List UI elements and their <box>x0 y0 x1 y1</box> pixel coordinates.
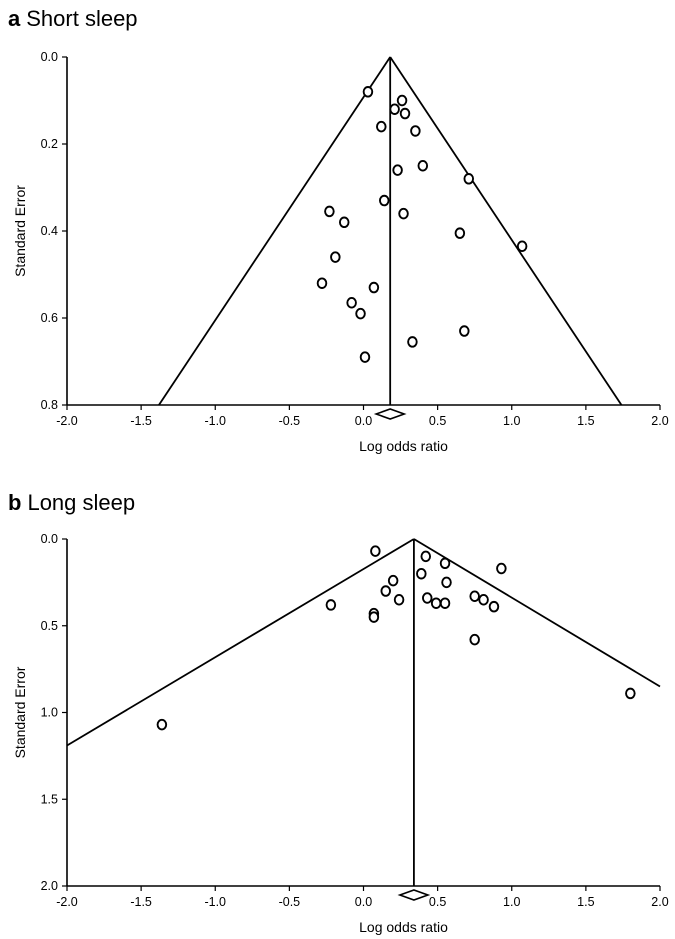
study-point <box>396 94 408 107</box>
study-point <box>496 562 507 575</box>
y-tick-label: 0.6 <box>41 311 58 325</box>
study-point <box>368 611 380 623</box>
x-tick-label: 1.5 <box>577 895 594 909</box>
y-axis-title: Standard Error <box>12 185 28 277</box>
study-point <box>156 718 168 731</box>
x-tick-label: -1.5 <box>130 895 152 909</box>
x-tick-label: 2.0 <box>651 895 668 909</box>
panel-title-text: Long sleep <box>27 490 136 515</box>
study-point <box>459 325 470 337</box>
x-tick-label: 0.5 <box>429 895 446 909</box>
x-axis-title: Log odds ratio <box>359 438 448 454</box>
study-point <box>625 687 636 700</box>
x-tick-label: 1.0 <box>503 895 520 909</box>
study-point <box>330 251 341 263</box>
long-sleep-funnel-plot: -2.0 -1.5 -1.0 -0.5 0.0 0.5 1.0 1.5 2.0 0.0 0.5 1.0… <box>12 532 669 935</box>
x-tick-label: -1.5 <box>130 414 152 428</box>
y-tick-label: 0.4 <box>41 224 58 238</box>
short-sleep-panel: a Short sleep -2.0 -1.5 -1.0 -0.5 0.0 0.5 1.0 1.… <box>8 6 669 454</box>
y-tick-label: 2.0 <box>41 879 58 893</box>
study-point <box>346 297 357 309</box>
y-tick-label: 1.5 <box>41 792 58 806</box>
study-point <box>392 164 403 176</box>
y-tick-label: 1.0 <box>41 706 58 720</box>
study-point <box>387 574 399 587</box>
pooled-estimate-diamond <box>373 408 407 420</box>
y-tick-label: 0.0 <box>41 532 58 546</box>
study-point <box>417 159 429 172</box>
study-point <box>478 593 489 606</box>
study-point <box>370 545 381 557</box>
study-point <box>338 216 350 229</box>
study-point <box>393 593 405 606</box>
study-point <box>359 351 371 363</box>
x-tick-label: -1.0 <box>204 895 226 909</box>
study-point <box>416 567 427 580</box>
pooled-estimate-diamond <box>397 889 431 901</box>
study-point <box>389 103 400 115</box>
study-point <box>516 240 528 252</box>
funnel-right-limit <box>389 56 623 406</box>
study-point <box>379 194 390 207</box>
x-tick-label: 0.0 <box>355 895 372 909</box>
y-axis-title: Standard Error <box>12 666 28 758</box>
y-tick-label: 0.0 <box>41 50 58 64</box>
study-point <box>398 207 409 220</box>
y-tick-label: 0.2 <box>41 137 58 151</box>
short-sleep-funnel-plot: -2.0 -1.5 -1.0 -0.5 0.0 0.5 1.0 1.5 2.0 0.0 0.2 0.4… <box>12 50 669 454</box>
funnel-left-limit <box>66 538 415 747</box>
panel-title: a Short sleep <box>8 6 138 32</box>
x-tick-label: 2.0 <box>651 414 668 428</box>
study-point <box>469 590 480 603</box>
panel-letter: b <box>8 490 22 515</box>
x-tick-label: -0.5 <box>279 895 301 909</box>
x-tick-label: -2.0 <box>56 895 78 909</box>
study-point <box>399 107 411 120</box>
study-point <box>439 597 451 609</box>
study-point <box>368 281 380 294</box>
y-tick-label: 0.5 <box>41 619 58 633</box>
study-point <box>380 585 391 597</box>
study-point <box>430 597 442 609</box>
panel-title-text: Short sleep <box>26 6 138 31</box>
x-tick-label: -1.0 <box>204 414 226 428</box>
x-tick-label: 1.5 <box>577 414 594 428</box>
study-point <box>421 592 433 604</box>
study-point <box>463 173 475 185</box>
funnel-right-limit <box>413 538 661 688</box>
long-sleep-panel: b Long sleep -2.0 -1.5 -1.0 -0.5 0.0 0.5 1.0 1.5… <box>0 480 675 939</box>
study-point <box>316 277 328 289</box>
x-tick-label: -0.5 <box>279 414 301 428</box>
x-tick-label: -2.0 <box>56 414 78 428</box>
panel-title: b Long sleep <box>8 490 135 516</box>
study-point <box>376 120 387 133</box>
study-point <box>441 576 452 589</box>
x-axis-title: Log odds ratio <box>359 919 448 935</box>
study-point <box>420 550 432 563</box>
panel-letter: a <box>8 6 21 31</box>
study-point <box>488 600 500 613</box>
study-point <box>325 599 337 611</box>
x-tick-label: 0.5 <box>429 414 446 428</box>
study-point <box>324 205 335 218</box>
x-tick-label: 1.0 <box>503 414 520 428</box>
study-point <box>355 307 366 320</box>
study-point <box>469 633 480 646</box>
study-point <box>439 557 451 570</box>
funnel-left-limit <box>158 56 391 406</box>
study-point <box>362 86 374 98</box>
y-tick-label: 0.8 <box>41 398 58 412</box>
study-point <box>410 125 421 137</box>
x-tick-label: 0.0 <box>355 414 372 428</box>
study-point <box>454 227 466 239</box>
study-point <box>407 336 418 348</box>
